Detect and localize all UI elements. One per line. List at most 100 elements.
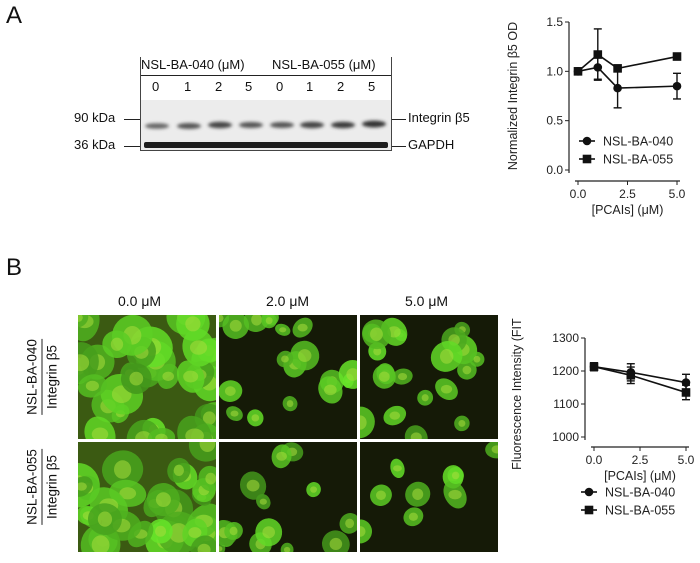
mw-36-label: 36 kDa [74,137,116,152]
row2-label: NSL-BA-055 Integrin β5 [7,425,77,549]
band-integrin [300,121,324,129]
micrograph-cells [219,315,357,427]
blot-group1-label: NSL-BA-040 (μM) [141,57,245,72]
micrograph-040-2um [219,315,357,439]
cell-nucleus [393,465,402,472]
series-line [577,66,678,89]
band-integrin [270,122,294,128]
cell-nucleus [346,368,357,381]
cell-nucleus [281,355,289,363]
y-tick-label: 0.0 [546,163,563,177]
micrograph-cells [78,315,216,439]
y-tick-label: 1000 [552,430,579,444]
series-line [577,53,678,72]
row1-compound: NSL-BA-040 [24,339,40,415]
cell-nucleus [129,371,144,386]
data-point [613,64,622,73]
y-tick-label: 1.0 [546,64,563,78]
legend-marker [582,154,592,164]
cell-nucleus [199,442,216,453]
micrograph-055-2um [219,442,357,552]
cell-nucleus [324,384,337,396]
cell-nucleus [110,337,124,351]
cell-nucleus [183,370,199,383]
blot-group-divider [140,75,392,76]
y-axis-label: Fluorescence Intensity (FITC) [510,318,524,470]
panel-a-letter: A [6,2,23,29]
data-point [672,52,682,61]
lane-label: 5 [245,79,253,94]
cell-nucleus [329,537,343,551]
x-tick-label: 5.0 [669,187,686,201]
lane-label: 2 [337,79,345,94]
x-tick-label: 0.0 [570,187,587,201]
cell-nucleus [78,315,83,322]
lane-label: 2 [215,79,223,94]
cell-nucleus [412,488,424,500]
cell-nucleus [389,411,401,420]
y-axis-label: Normalized Integrin β5 OD [506,22,520,170]
cell-nucleus [440,384,453,394]
lane-label: 1 [184,79,192,94]
cell-nucleus [473,355,481,363]
chart-a: 0.0 0.5 1.0 1.5 0.0 2.5 5.0 [PCAIs] (μM) Normali… [506,15,686,217]
band-integrin [177,123,201,129]
cell-nucleus [185,428,204,439]
cell-nucleus [283,546,291,552]
blot-lanes: 0 1 2 5 0 1 2 5 [140,79,392,95]
gapdh-pointer [392,146,406,147]
cell-nucleus [360,415,367,430]
data-point [626,370,636,380]
cell-nucleus [189,340,208,355]
cell-nucleus [370,327,383,342]
cell-nucleus [113,460,132,479]
lane-label: 1 [306,79,314,94]
micrograph-040-5um [360,315,498,439]
cell-nucleus [491,445,498,454]
series-line [593,365,687,384]
cell-nucleus [262,526,276,539]
cell-nucleus [229,319,242,332]
cell-nucleus [97,511,113,527]
cell-nucleus [162,371,175,382]
x-tick-label: 5.0 [678,453,695,467]
cell-nucleus [451,471,460,480]
legend-marker [582,136,592,146]
cell-nucleus [224,386,236,396]
blot-bands-svg [144,120,388,148]
band-integrin [239,122,263,128]
data-point [613,83,622,93]
mw-36-tick [124,146,140,147]
micrograph-cells [219,442,357,552]
cell-nucleus [251,414,260,422]
row1-target: Integrin β5 [44,344,60,410]
legend-marker [584,505,594,515]
cell-nucleus [230,410,239,417]
band-integrin [145,123,169,129]
cell-nucleus [448,489,462,500]
x-axis-label: [PCAIs] (μM) [604,469,676,483]
cell-nucleus [197,543,211,552]
gapdh-band [144,142,388,148]
row1-label: NSL-BA-040 Integrin β5 [7,315,77,439]
cell-nucleus [310,486,318,493]
x-tick-label: 2.5 [632,453,649,467]
row1-divider [41,339,43,415]
cell-nucleus [85,380,99,392]
blot-group2-label: NSL-BA-055 (μM) [272,57,376,72]
cell-nucleus [298,349,312,363]
micrograph-055-5um [360,442,498,552]
data-point [589,362,599,372]
y-tick-label: 1200 [552,364,579,378]
lane-label: 5 [368,79,376,94]
cell-nucleus [421,394,429,402]
cell-nucleus [397,372,408,381]
cell-nucleus [259,498,267,505]
cell-nucleus [91,427,109,439]
data-point [672,81,682,91]
data-point [681,388,691,397]
cell-nucleus [410,432,422,439]
cell-nucleus [251,315,262,326]
cell-nucleus [91,535,110,552]
micrograph-cells [360,442,498,544]
